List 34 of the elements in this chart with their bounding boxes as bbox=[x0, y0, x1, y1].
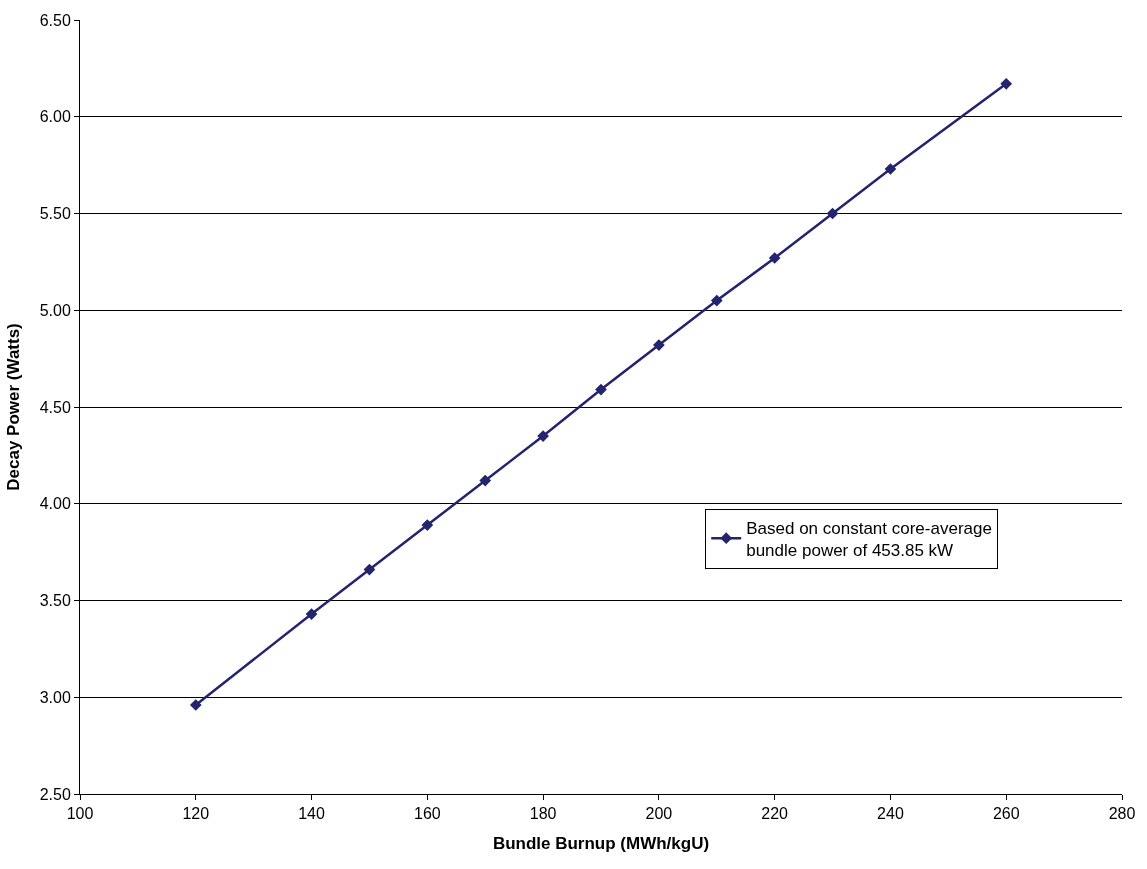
x-axis-title: Bundle Burnup (MWh/kgU) bbox=[492, 833, 710, 853]
x-tick-label: 260 bbox=[992, 805, 1020, 823]
legend-label: Based on constant core-average bundle power of 453.85 kW bbox=[746, 518, 992, 560]
x-tick-label: 180 bbox=[529, 805, 557, 823]
x-tick-label: 160 bbox=[413, 805, 441, 823]
y-tick-label: 5.00 bbox=[39, 301, 71, 319]
point bbox=[479, 474, 492, 487]
y-tick-label: 3.00 bbox=[39, 688, 71, 706]
point bbox=[363, 563, 376, 576]
y-tick-label: 2.50 bbox=[39, 785, 71, 803]
point bbox=[595, 383, 607, 396]
point bbox=[1000, 78, 1013, 90]
point bbox=[710, 294, 723, 307]
y-tick-label: 6.50 bbox=[39, 11, 71, 29]
x-tick-label: 200 bbox=[645, 805, 673, 823]
point bbox=[421, 519, 434, 531]
point bbox=[768, 252, 781, 264]
point bbox=[653, 339, 665, 351]
x-tick-label: 140 bbox=[298, 805, 326, 823]
x-tick-label: 220 bbox=[761, 805, 789, 823]
y-tick-label: 3.50 bbox=[39, 592, 71, 610]
y-tick-label: 4.00 bbox=[39, 495, 71, 513]
x-tick-label: 280 bbox=[1108, 805, 1136, 823]
point bbox=[305, 608, 318, 620]
x-tick-label: 240 bbox=[877, 805, 904, 823]
y-tick-label: 6.00 bbox=[39, 108, 71, 126]
y-axis-title: Decay Power (Watts) bbox=[4, 323, 24, 491]
x-tick-label: 120 bbox=[182, 805, 210, 823]
y-tick-label: 4.50 bbox=[39, 398, 71, 416]
point bbox=[189, 699, 202, 711]
point bbox=[884, 163, 897, 175]
point bbox=[826, 207, 839, 220]
x-tick-label: 100 bbox=[66, 805, 94, 823]
y-tick-label: 5.50 bbox=[39, 205, 71, 223]
